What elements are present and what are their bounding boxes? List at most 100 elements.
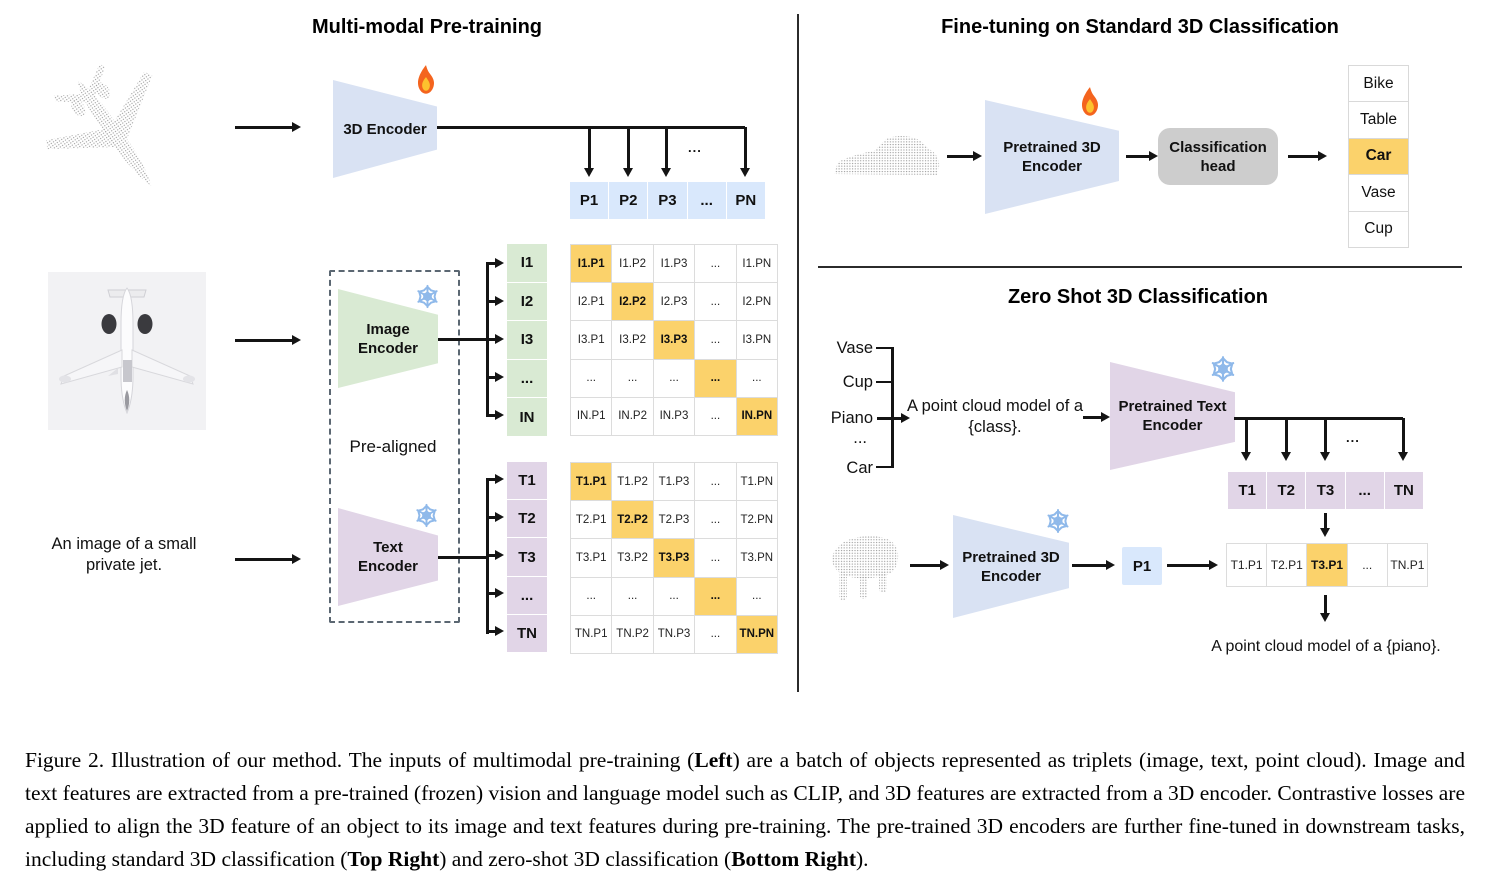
text-point-matrix: T1.P1 T1.P2 T1.P3... T1.PN T2.P1 T2.P2 T2.P3.…	[570, 462, 778, 654]
t-cell: ...	[1345, 472, 1384, 509]
matrix-cell: ...	[653, 577, 695, 615]
arrow-head	[1149, 151, 1158, 161]
snowflake-icon	[1208, 354, 1238, 384]
zeroshot-title: Zero Shot 3D Classification	[1007, 286, 1269, 308]
arrow-head	[495, 409, 504, 420]
arrow-line	[1324, 595, 1327, 614]
snowflake-icon	[413, 502, 440, 529]
matrix-cell: ...	[695, 577, 736, 615]
matrix-cell: ...	[571, 577, 612, 615]
classification-head: Classification head	[1158, 128, 1278, 185]
bracket-line	[891, 347, 894, 468]
branch-stub	[486, 299, 496, 303]
zs-result-text: A point cloud model of a {piano}.	[1211, 638, 1441, 655]
t-cell: T1	[1228, 472, 1267, 509]
image-encoder-label-1: Image	[366, 320, 410, 338]
p-cell: P2	[609, 182, 648, 219]
arrow-line	[1288, 154, 1319, 158]
matrix-cell: TN.P2	[612, 615, 653, 653]
image-encoder-label-2: Encoder	[357, 339, 418, 357]
arrow-head	[495, 511, 504, 522]
arrow-line	[1126, 154, 1150, 158]
arrow-head	[901, 413, 910, 423]
pretrained-text-encoder-label-1: Pretrained Text	[1118, 398, 1227, 415]
zs-class: Car	[846, 459, 873, 477]
matrix-cell: ...	[571, 359, 612, 397]
pretrained-text-encoder-label-2: Encoder	[1142, 417, 1203, 434]
fire-icon	[412, 64, 440, 96]
drop-line	[1323, 418, 1327, 454]
matrix-cell: I3.P2	[612, 321, 653, 359]
arrow-head	[661, 168, 671, 177]
arrow-head	[1101, 412, 1110, 422]
class-item: Bike	[1349, 66, 1408, 103]
arrow-head	[495, 257, 504, 268]
image-point-matrix: I1.P1 I1.P2 I1.P3... I1.PN I2.P1 I2.P2 I2.P3.…	[570, 244, 778, 436]
matrix-cell: ...	[1347, 544, 1387, 586]
zs-pretrained-3d-encoder-label-2: Encoder	[980, 567, 1041, 585]
matrix-cell: I1.P2	[612, 245, 653, 283]
arrow-head	[495, 626, 504, 636]
feature-line	[438, 337, 487, 341]
matrix-cell: ...	[612, 359, 653, 397]
matrix-cell: ...	[612, 577, 653, 615]
matrix-cell: ...	[695, 359, 736, 397]
matrix-cell-selected: T3.P1	[1307, 544, 1347, 586]
i-cell: I2	[507, 282, 547, 321]
bracket-tick	[876, 380, 893, 383]
encoder-3d-label: 3D Encoder	[343, 120, 427, 138]
matrix-cell: T1.P1	[571, 463, 612, 501]
matrix-cell: IN.PN	[736, 397, 777, 435]
arrow-head	[495, 371, 504, 382]
zs-similarity-row: T1.P1 T2.P1 T3.P1 ... TN.P1	[1226, 543, 1428, 587]
ellipsis: ...	[688, 140, 702, 155]
t-cell: T1	[507, 462, 547, 500]
airplane-image	[48, 272, 206, 430]
pretraining-title: Multi-modal Pre-training	[312, 16, 542, 38]
snowflake-icon	[1044, 507, 1072, 535]
arrow-line	[910, 563, 941, 567]
matrix-cell: T1.P2	[612, 463, 653, 501]
class-item: Vase	[1349, 175, 1408, 212]
arrow-head	[292, 335, 301, 345]
matrix-cell: I1.PN	[736, 245, 777, 283]
arrow-line	[877, 416, 902, 420]
branch-stub	[486, 375, 496, 379]
matrix-cell: I2.P1	[571, 283, 612, 321]
arrow-head	[940, 560, 949, 570]
branch-stub	[486, 477, 496, 481]
matrix-cell: I1.P3	[653, 245, 695, 283]
matrix-cell: ...	[695, 245, 736, 283]
arrow-head	[973, 151, 982, 161]
matrix-cell: T1.P3	[653, 463, 695, 501]
arrow-head	[495, 333, 504, 344]
matrix-cell: TN.P1	[571, 615, 612, 653]
matrix-cell: ...	[695, 539, 736, 577]
arrow-head	[495, 550, 504, 560]
class-item-selected: Car	[1349, 138, 1408, 176]
matrix-cell: T3.P3	[653, 539, 695, 577]
branch-stub	[486, 630, 496, 633]
figure-caption: Figure 2. Illustration of our method. Th…	[25, 744, 1465, 876]
bracket-tick	[876, 465, 893, 468]
matrix-cell: IN.P2	[612, 397, 653, 435]
t-cell: T2	[1267, 472, 1306, 509]
airplane-pointcloud	[46, 63, 153, 187]
matrix-cell: T2.P2	[612, 501, 653, 539]
p-feature-row: P1 P2 P3 ... PN	[570, 182, 765, 219]
i-cell: I1	[507, 244, 547, 282]
drop-line	[1245, 418, 1248, 454]
p-cell: P3	[648, 182, 687, 219]
drop-line	[1284, 418, 1288, 454]
arrow-head	[292, 122, 301, 132]
feature-line	[438, 555, 487, 559]
arrow-head	[623, 168, 633, 177]
horizontal-divider	[818, 266, 1462, 268]
vertical-divider	[797, 14, 799, 692]
p-cell: ...	[687, 182, 726, 219]
caption-bold-bottom-right: Bottom Right	[731, 846, 857, 871]
matrix-cell: I2.P3	[653, 283, 695, 321]
t-cell: T3	[1306, 472, 1345, 509]
matrix-cell: I1.P1	[571, 245, 612, 283]
zs-class: Vase	[836, 339, 873, 357]
